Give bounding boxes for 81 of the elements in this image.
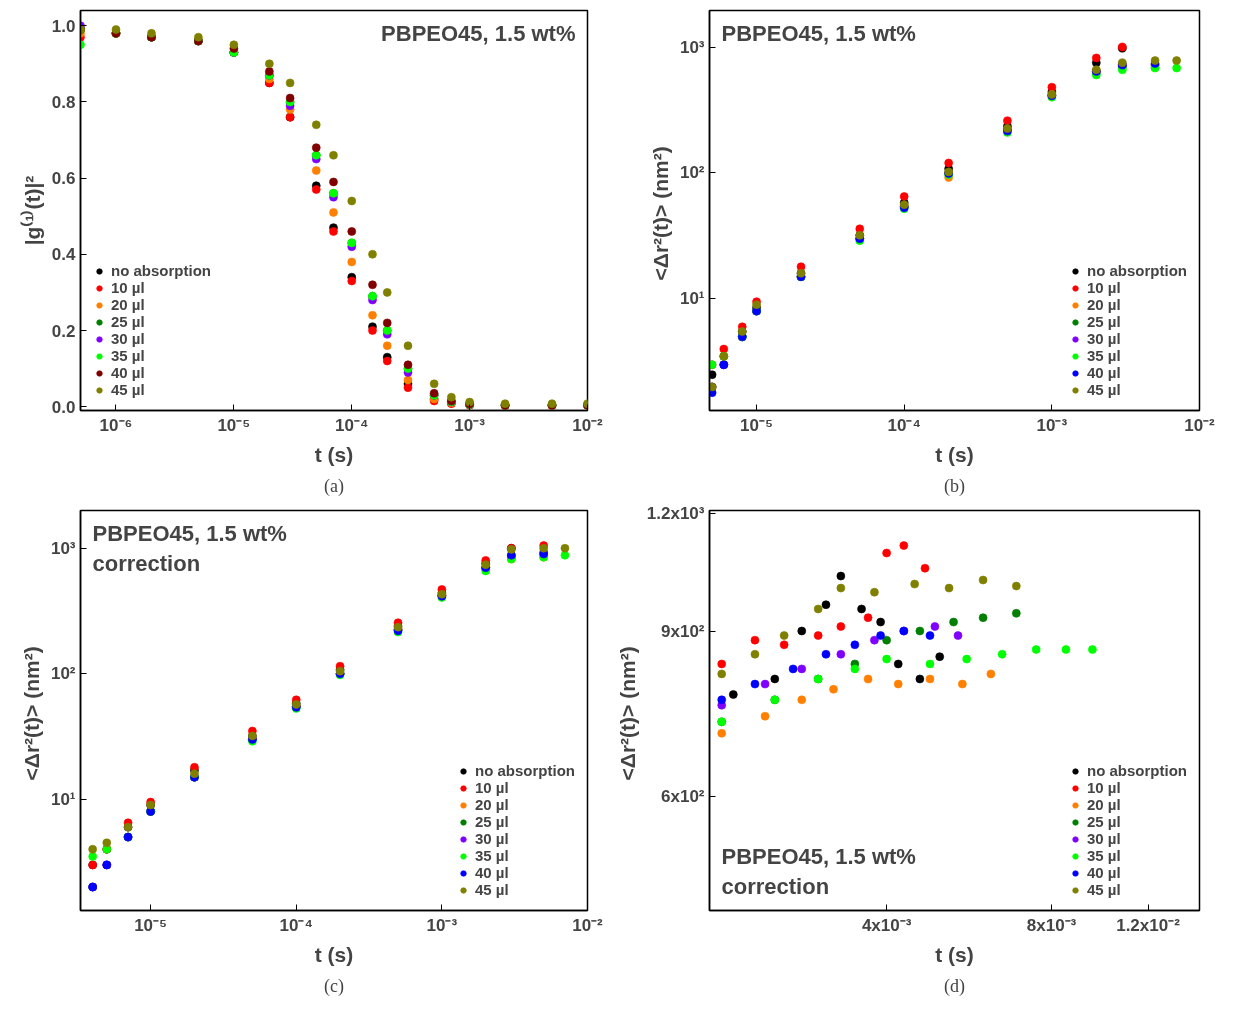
x-axis-title: t (s)	[314, 942, 354, 966]
y-tick-label: 10³	[50, 538, 76, 558]
legend-label: 20 µl	[1087, 796, 1121, 813]
y-tick-label: 0.6	[51, 169, 76, 189]
x-axis-title: t (s)	[935, 442, 974, 466]
y-tick-label: 0.0	[51, 397, 76, 417]
x-tick-label: 10⁻⁵	[740, 415, 774, 435]
x-tick-label: 10⁻⁵	[134, 915, 168, 935]
x-tick-label: 10⁻²	[572, 915, 604, 935]
legend-label: 35 µl	[111, 347, 145, 364]
legend-label: 10 µl	[111, 279, 145, 296]
legend-label: 35 µl	[1087, 847, 1121, 864]
x-tick-label: 8x10⁻³	[1026, 915, 1077, 935]
x-axis-title: t (s)	[935, 942, 974, 966]
legend-label: 10 µl	[1087, 279, 1121, 296]
legend-label: 40 µl	[111, 364, 145, 381]
legend-label: 25 µl	[1087, 313, 1121, 330]
y-tick-label: 1.0	[51, 16, 76, 36]
y-axis-title: <Δr²(t)> (nm²)	[19, 646, 43, 781]
x-tick-label: 10⁻²	[1184, 415, 1216, 435]
x-tick-label: 1.2x10⁻²	[1116, 915, 1181, 935]
legend-label: 20 µl	[111, 296, 145, 313]
y-axis-title: <Δr²(t)> (nm²)	[615, 646, 639, 781]
legend-label: 45 µl	[1087, 381, 1121, 398]
legend-label: 25 µl	[475, 813, 509, 830]
x-tick-label: 10⁻⁴	[335, 415, 369, 435]
legend-label: 45 µl	[111, 381, 145, 398]
y-tick-label: 10¹	[50, 789, 76, 809]
legend-label: 30 µl	[1087, 330, 1121, 347]
annotation: PBPEO45, 1.5 wt%	[92, 520, 287, 546]
y-tick-label: 10³	[679, 37, 705, 57]
x-tick-label: 10⁻³	[454, 415, 486, 435]
y-tick-label: 0.8	[51, 92, 76, 112]
legend-label: no absorption	[111, 262, 211, 279]
legend-label: 40 µl	[1087, 364, 1121, 381]
x-tick-label: 10⁻⁵	[217, 415, 251, 435]
y-tick-label: 10²	[679, 163, 705, 183]
y-tick-label: 0.4	[51, 245, 77, 265]
annotation: PBPEO45, 1.5 wt%	[721, 843, 916, 869]
annotation: PBPEO45, 1.5 wt%	[721, 20, 916, 46]
y-tick-label: 6x10²	[661, 786, 705, 806]
text: (c)	[324, 975, 344, 997]
legend-label: 40 µl	[1087, 864, 1121, 881]
text: (a)	[324, 475, 344, 497]
legend-label: no absorption	[475, 762, 575, 779]
legend-label: 30 µl	[475, 830, 509, 847]
annotation: PBPEO45, 1.5 wt%	[381, 20, 576, 46]
legend-label: 25 µl	[1087, 813, 1121, 830]
legend-label: 35 µl	[475, 847, 509, 864]
legend-label: 20 µl	[1087, 296, 1121, 313]
annotation: correction	[92, 550, 201, 576]
legend-label: 45 µl	[1087, 881, 1121, 898]
y-tick-label: 10¹	[679, 289, 705, 309]
legend-label: no absorption	[1087, 762, 1187, 779]
legend-label: 45 µl	[475, 881, 509, 898]
legend-label: 10 µl	[1087, 779, 1121, 796]
x-tick-label: 10⁻⁴	[279, 915, 313, 935]
y-tick-label: 0.2	[51, 321, 76, 341]
y-tick-label: 9x10²	[661, 621, 705, 641]
legend-label: 20 µl	[475, 796, 509, 813]
legend-label: 30 µl	[1087, 830, 1121, 847]
y-axis-title: |g⁽¹⁾(t)|²	[19, 175, 44, 246]
legend-label: 40 µl	[475, 864, 509, 881]
legend-label: 25 µl	[111, 313, 145, 330]
x-axis-title: t (s)	[314, 442, 354, 466]
text: (d)	[944, 975, 966, 997]
text: (b)	[944, 475, 966, 497]
y-axis-title: <Δr²(t)> (nm²)	[648, 146, 672, 281]
x-tick-label: 10⁻³	[1036, 415, 1068, 435]
x-tick-label: 10⁻³	[426, 915, 458, 935]
x-tick-label: 10⁻⁴	[887, 415, 921, 435]
y-tick-label: 10²	[50, 664, 76, 684]
x-tick-label: 4x10⁻³	[861, 915, 912, 935]
legend-label: no absorption	[1087, 262, 1187, 279]
x-tick-label: 10⁻⁶	[99, 415, 133, 435]
x-tick-label: 10⁻²	[572, 415, 604, 435]
annotation: correction	[721, 873, 830, 899]
legend-label: 35 µl	[1087, 347, 1121, 364]
legend-label: 10 µl	[475, 779, 509, 796]
y-tick-label: 1.2x10³	[646, 504, 705, 524]
legend-label: 30 µl	[111, 330, 145, 347]
